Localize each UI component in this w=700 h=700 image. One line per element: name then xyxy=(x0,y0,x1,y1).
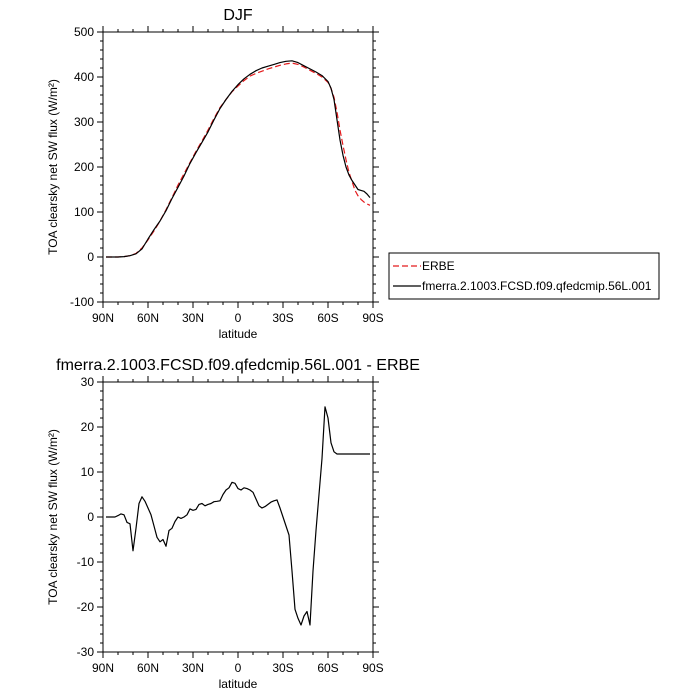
x-tick-label: 30S xyxy=(272,311,293,325)
y-tick-label: 100 xyxy=(74,205,94,219)
x-tick-label: 0 xyxy=(235,311,242,325)
y-tick-label: 10 xyxy=(81,465,95,479)
x-tick-label: 30N xyxy=(182,661,204,675)
y-tick-label: 200 xyxy=(74,160,94,174)
plot-frame xyxy=(102,381,374,653)
y-axis-label: TOA clearsky net SW flux (W/m²) xyxy=(46,79,60,255)
plot-frame xyxy=(102,31,374,303)
x-axis-label: latitude xyxy=(219,327,258,341)
y-tick-label: -10 xyxy=(77,555,95,569)
x-tick-label: 90S xyxy=(362,661,383,675)
legend-box xyxy=(388,252,660,300)
y-tick-label: 0 xyxy=(87,510,94,524)
x-tick-label: 30N xyxy=(182,311,204,325)
x-tick-label: 60S xyxy=(317,661,338,675)
x-axis-label: latitude xyxy=(219,677,258,691)
series-line-2 xyxy=(106,60,371,258)
x-tick-label: 30S xyxy=(272,661,293,675)
series-line-1 xyxy=(106,406,370,626)
y-tick-label: -20 xyxy=(77,600,95,614)
x-tick-label: 60S xyxy=(317,311,338,325)
y-axis-label: TOA clearsky net SW flux (W/m²) xyxy=(46,429,60,605)
y-tick-label: 400 xyxy=(74,70,94,84)
chart-panel-2: fmerra.2.1003.FCSD.f09.qfedcmip.56L.001 … xyxy=(46,357,420,691)
y-tick-label: 30 xyxy=(81,375,95,389)
x-tick-label: 60N xyxy=(137,661,159,675)
y-tick-label: -30 xyxy=(77,645,95,659)
x-tick-label: 0 xyxy=(235,661,242,675)
x-tick-label: 90S xyxy=(362,311,383,325)
legend-label-2: fmerra.2.1003.FCSD.f09.qfedcmip.56L.001 xyxy=(422,279,652,293)
x-tick-label: 90N xyxy=(92,311,114,325)
y-tick-label: -100 xyxy=(70,295,94,309)
chart-title: fmerra.2.1003.FCSD.f09.qfedcmip.56L.001 … xyxy=(56,357,420,374)
chart-panel-1: DJF -100 0 100 200 300 400 500 90N 60N 30N 0 30S 60S 9… xyxy=(46,7,660,341)
x-tick-label: 60N xyxy=(137,311,159,325)
y-tick-label: 500 xyxy=(74,25,94,39)
chart-title: DJF xyxy=(223,7,253,24)
y-tick-label: 300 xyxy=(74,115,94,129)
series-line-1 xyxy=(106,62,371,258)
legend: ERBE fmerra.2.1003.FCSD.f09.qfedcmip.56L.… xyxy=(388,252,660,300)
y-tick-label: 0 xyxy=(87,250,94,264)
y-tick-label: 20 xyxy=(81,420,95,434)
x-tick-label: 90N xyxy=(92,661,114,675)
legend-label-1: ERBE xyxy=(422,259,455,273)
